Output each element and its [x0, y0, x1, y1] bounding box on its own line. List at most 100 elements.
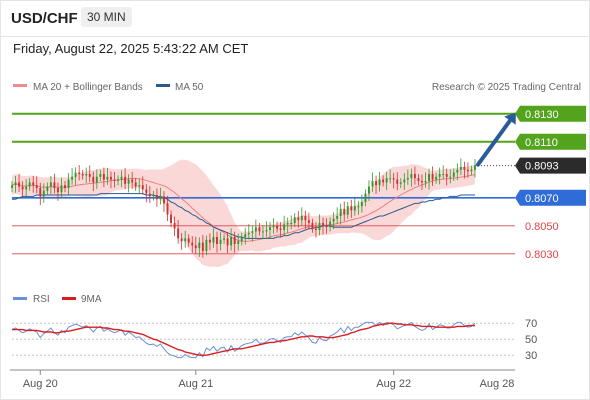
- candle-body: [413, 174, 416, 179]
- candle-body: [357, 206, 360, 208]
- candle: [67, 173, 70, 196]
- candle: [145, 184, 148, 203]
- candle-body: [428, 174, 431, 181]
- candle: [134, 178, 137, 191]
- candle: [283, 215, 286, 236]
- legend-rsi-swatch: [13, 297, 27, 300]
- candle-body: [32, 182, 35, 186]
- candle-body: [314, 228, 317, 230]
- level-label-0.8050: 0.8050: [525, 221, 559, 233]
- candle-body: [152, 195, 155, 197]
- candle: [445, 168, 448, 186]
- candle: [311, 218, 314, 233]
- candle-body: [99, 174, 102, 177]
- candle: [332, 212, 335, 230]
- ma50-line: [12, 193, 475, 239]
- candle: [25, 179, 28, 196]
- candle-body: [39, 188, 42, 197]
- candle: [81, 169, 84, 180]
- candle: [304, 210, 307, 229]
- candle: [343, 201, 346, 222]
- candle-body: [371, 181, 374, 187]
- candle-body: [325, 225, 328, 228]
- candle: [357, 200, 360, 215]
- candle-body: [230, 237, 233, 246]
- candle: [382, 175, 385, 187]
- candle-body: [417, 178, 420, 181]
- candle-body: [113, 179, 116, 181]
- candle-body: [466, 169, 469, 172]
- candle: [113, 172, 116, 188]
- candle-body: [304, 216, 307, 221]
- candle: [85, 167, 88, 183]
- candle-body: [117, 179, 119, 181]
- candle: [39, 182, 42, 206]
- candle: [300, 207, 303, 226]
- candle: [92, 171, 95, 192]
- level-tag-0.8070: [515, 189, 586, 206]
- level-tag-0.8110: [515, 133, 586, 150]
- level-tag-0.8130: [515, 105, 586, 122]
- candle-body: [81, 174, 84, 176]
- candle-body: [49, 182, 52, 187]
- candle: [360, 194, 363, 213]
- candle-body: [276, 225, 279, 229]
- candle: [233, 231, 236, 253]
- candle-body: [318, 223, 321, 230]
- candle-body: [396, 179, 399, 184]
- candle: [21, 181, 24, 199]
- candle-body: [293, 217, 296, 223]
- candle: [198, 237, 201, 257]
- candle: [368, 180, 370, 202]
- candle: [364, 189, 367, 207]
- legend-ma9-label: 9MA: [81, 294, 102, 305]
- candle-body: [102, 174, 105, 180]
- candle: [187, 234, 190, 247]
- candle: [64, 181, 66, 193]
- candle: [159, 187, 162, 205]
- candle-body: [350, 206, 353, 211]
- candle-body: [46, 186, 49, 191]
- candle: [124, 168, 127, 190]
- candle-body: [389, 178, 392, 180]
- candle-body: [64, 185, 66, 188]
- candle: [314, 222, 317, 238]
- candle-body: [247, 232, 250, 235]
- candle-body: [463, 167, 466, 170]
- candle-body: [216, 237, 218, 244]
- candle: [163, 191, 165, 213]
- candle: [353, 197, 356, 216]
- legend-ma9-swatch: [62, 297, 76, 300]
- candle-body: [360, 202, 363, 207]
- candle-body: [459, 167, 462, 170]
- candle: [53, 173, 56, 194]
- candle-body: [237, 241, 240, 244]
- legend-ma-bb-label: MA 20 + Bollinger Bands: [33, 82, 143, 93]
- candle-body: [109, 176, 112, 180]
- candle-body: [445, 174, 448, 177]
- candle: [322, 217, 324, 235]
- candle-body: [180, 238, 183, 242]
- interval-selector[interactable]: 30 MIN: [81, 7, 132, 27]
- candle: [191, 236, 194, 253]
- candle-body: [92, 176, 95, 183]
- candle-body: [343, 209, 346, 215]
- candle: [240, 232, 243, 246]
- x-tick-label: Aug 22: [376, 378, 411, 390]
- candle: [442, 165, 445, 180]
- candle-body: [375, 181, 378, 186]
- candle: [474, 159, 476, 178]
- candle-body: [449, 176, 452, 178]
- candle: [138, 178, 141, 195]
- candle: [435, 172, 438, 184]
- candle-body: [67, 179, 70, 188]
- candle: [389, 169, 392, 184]
- candle: [428, 168, 431, 190]
- candle: [269, 221, 271, 239]
- candle: [226, 231, 229, 253]
- candle: [42, 183, 45, 203]
- candle: [212, 228, 215, 248]
- candle: [413, 166, 416, 185]
- candle: [431, 166, 434, 187]
- candle: [424, 172, 427, 188]
